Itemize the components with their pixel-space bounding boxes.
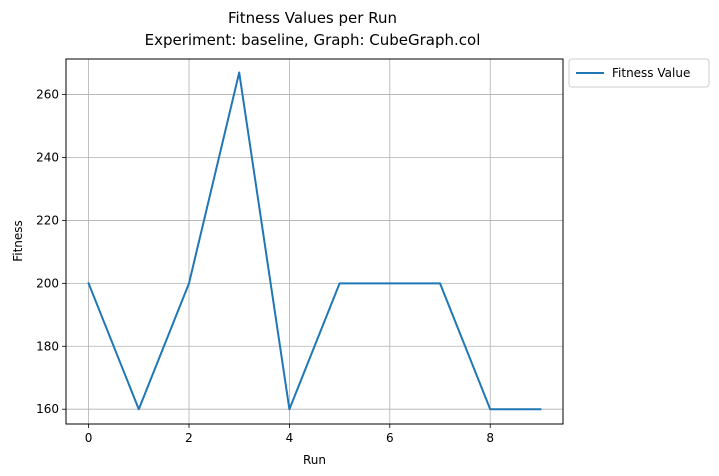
x-tick-label: 8 — [486, 431, 494, 445]
plot-frame — [65, 58, 564, 425]
fitness-series-line — [87, 71, 542, 411]
legend-box — [568, 58, 710, 88]
y-tick-label: 160 — [36, 402, 59, 416]
x-tick-label: 6 — [386, 431, 394, 445]
y-tick-label: 200 — [36, 276, 59, 290]
x-tick-label: 0 — [85, 431, 93, 445]
grid-lines — [66, 59, 563, 424]
x-tick-label: 2 — [185, 431, 193, 445]
chart-title: Fitness Values per Run — [228, 9, 397, 27]
y-axis-label: Fitness — [11, 220, 25, 262]
chart-subtitle: Experiment: baseline, Graph: CubeGraph.c… — [145, 31, 481, 49]
legend: Fitness Value — [568, 58, 710, 88]
x-tick-label: 4 — [286, 431, 294, 445]
y-tick-label: 220 — [36, 213, 59, 227]
x-axis-label: Run — [303, 453, 326, 467]
legend-label: Fitness Value — [612, 66, 690, 80]
y-tick-label: 240 — [36, 150, 59, 164]
axis-ticks: 0 2 4 6 8 160 180 200 220 240 260 — [36, 88, 494, 445]
series-lines — [87, 71, 542, 411]
y-tick-label: 180 — [36, 339, 59, 353]
y-tick-label: 260 — [36, 88, 59, 102]
